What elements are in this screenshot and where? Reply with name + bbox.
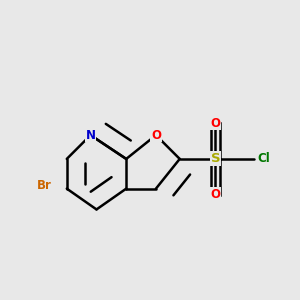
- Text: N: N: [85, 129, 96, 142]
- Text: Br: Br: [37, 179, 52, 192]
- Text: O: O: [151, 129, 161, 142]
- Text: O: O: [210, 188, 220, 201]
- Text: O: O: [210, 117, 220, 130]
- Text: Cl: Cl: [257, 152, 270, 165]
- Text: S: S: [211, 152, 220, 165]
